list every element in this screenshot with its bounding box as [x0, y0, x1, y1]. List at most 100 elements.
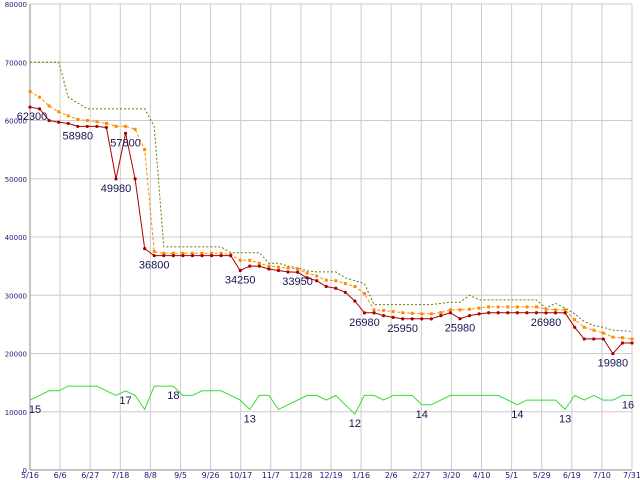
count-data-label: 14: [511, 409, 523, 421]
x-tick-label: 11/7: [262, 471, 280, 480]
x-tick-label: 8/8: [144, 471, 157, 480]
average-point: [554, 308, 558, 312]
price-point: [133, 177, 137, 181]
series-line-count: [29, 385, 632, 415]
average-point: [296, 267, 300, 271]
x-tick-label: 7/18: [111, 471, 129, 480]
x-tick-label: 9/26: [202, 471, 220, 480]
price-point: [573, 325, 577, 329]
average-point: [181, 251, 185, 255]
x-tick-label: 5/29: [533, 471, 551, 480]
x-tick-label: 7/10: [593, 471, 611, 480]
average-point: [506, 305, 510, 309]
average-point: [525, 305, 529, 309]
price-data-label: 36800: [139, 260, 170, 272]
price-point: [229, 254, 233, 258]
price-point: [190, 254, 195, 258]
average-point: [515, 305, 519, 309]
average-point: [420, 312, 424, 316]
price-point: [219, 254, 223, 258]
average-point: [439, 311, 443, 315]
x-tick-label: 2/27: [412, 471, 430, 480]
y-tick-label: 0: [23, 467, 27, 475]
x-axis-ticks: 5/16 6/6 6/27 7/18 8/8 9/5 9/26 10/17 11/7 11/28 1…: [21, 471, 640, 480]
average-point: [534, 305, 538, 309]
price-point: [487, 311, 491, 315]
price-point: [515, 311, 519, 315]
x-tick-label: 5/16: [21, 471, 39, 480]
price-data-label: 26980: [531, 317, 562, 329]
average-point: [257, 261, 261, 265]
average-point: [95, 120, 99, 124]
count-data-label: 18: [167, 390, 179, 402]
price-point: [620, 341, 625, 345]
price-point: [238, 268, 242, 273]
count-data-label: 17: [119, 395, 131, 407]
price-point: [85, 124, 89, 129]
price-point: [410, 317, 414, 321]
price-point: [305, 276, 309, 280]
average-point: [362, 292, 366, 296]
price-point: [95, 124, 99, 129]
price-point: [37, 107, 42, 111]
average-point: [630, 337, 634, 341]
average-point: [38, 95, 42, 99]
price-point: [248, 264, 252, 268]
price-point: [458, 317, 462, 321]
axes: [29, 4, 632, 471]
y-tick-label: 40000: [5, 234, 27, 242]
price-data-label: 49980: [101, 183, 132, 195]
average-point: [305, 271, 309, 275]
average-point: [57, 110, 61, 114]
price-data-label: 26980: [349, 317, 380, 329]
average-point: [28, 89, 32, 93]
price-data-label: 34250: [225, 274, 256, 286]
price-point: [152, 254, 156, 258]
average-point: [210, 251, 214, 255]
average-point: [171, 251, 175, 255]
x-tick-label: 1/16: [352, 471, 370, 480]
average-point: [468, 307, 472, 311]
x-tick-label: 9/5: [174, 471, 187, 480]
price-point: [276, 268, 281, 273]
average-point: [620, 336, 624, 340]
count-data-label: 15: [29, 404, 41, 416]
average-point: [315, 274, 319, 278]
x-tick-label: 3/20: [442, 471, 460, 480]
count-data-label: 12: [349, 418, 361, 430]
x-tick-label: 6/6: [54, 471, 67, 480]
price-point: [601, 337, 605, 341]
average-point: [382, 308, 386, 312]
price-point: [362, 311, 367, 315]
price-point: [525, 311, 529, 315]
price-data-label: 58980: [62, 130, 93, 142]
average-point: [611, 335, 615, 339]
price-point: [267, 267, 271, 271]
y-tick-label: 10000: [5, 409, 27, 417]
y-tick-label: 70000: [5, 59, 27, 67]
x-tick-label: 11/28: [289, 471, 312, 480]
price-point: [200, 254, 204, 258]
average-point: [143, 148, 147, 152]
average-point: [544, 307, 548, 311]
average-point: [162, 251, 166, 255]
price-point: [448, 311, 453, 315]
price-point: [391, 315, 395, 319]
price-point: [181, 254, 185, 258]
x-tick-label: 6/19: [563, 471, 581, 480]
average-point: [133, 127, 137, 131]
price-point: [343, 290, 347, 294]
price-point: [467, 314, 472, 318]
average-point: [248, 258, 252, 262]
price-point: [123, 131, 128, 135]
price-point: [162, 254, 166, 258]
average-point: [114, 124, 118, 128]
price-point: [28, 105, 32, 109]
x-tick-label: 4/10: [473, 471, 491, 480]
y-axis-ticks: 0 10000 20000 30000 40000 50000 60000 70000 8000…: [5, 1, 27, 475]
price-point: [295, 270, 300, 274]
price-point: [582, 337, 586, 341]
y-tick-label: 30000: [5, 292, 27, 300]
average-point: [85, 119, 89, 122]
price-point: [114, 177, 118, 181]
